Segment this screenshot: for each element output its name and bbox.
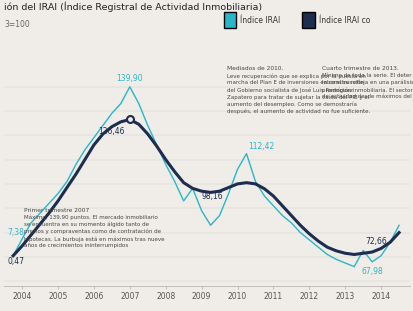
Text: 112,42: 112,42 <box>248 142 274 151</box>
Text: 126,46: 126,46 <box>98 127 124 136</box>
Text: Índice IRAI: Índice IRAI <box>240 16 280 25</box>
Text: 72,66: 72,66 <box>364 237 386 246</box>
Text: Mínimo de toda la serie. El deter
laboral se refleja en una parálisis
promoción : Mínimo de toda la serie. El deter labora… <box>321 73 413 99</box>
Text: Primer trimestre 2007: Primer trimestre 2007 <box>24 208 89 213</box>
Text: Leve recuperación que se explica por la puesta en
marcha del Plan E de inversion: Leve recuperación que se explica por la … <box>226 73 369 114</box>
Text: 67,98: 67,98 <box>361 267 382 276</box>
Text: 139,90: 139,90 <box>116 74 143 83</box>
Text: Mediados de 2010.: Mediados de 2010. <box>226 66 282 71</box>
Text: 0,47: 0,47 <box>8 257 25 266</box>
Text: Cuarto trimestre de 2013.: Cuarto trimestre de 2013. <box>321 66 398 71</box>
Text: ión del IRAI (Índice Registral de Actividad Inmobiliaria): ión del IRAI (Índice Registral de Activi… <box>4 2 261 12</box>
Text: 3=100: 3=100 <box>4 20 30 29</box>
Text: Índice IRAI co: Índice IRAI co <box>318 16 369 25</box>
Text: 7,38: 7,38 <box>8 229 24 237</box>
Text: Máximo, 139,90 puntos. El mercado inmobiliario
se encuentra en su momento álgido: Máximo, 139,90 puntos. El mercado inmobi… <box>24 214 164 248</box>
Text: 98,16: 98,16 <box>201 193 223 202</box>
